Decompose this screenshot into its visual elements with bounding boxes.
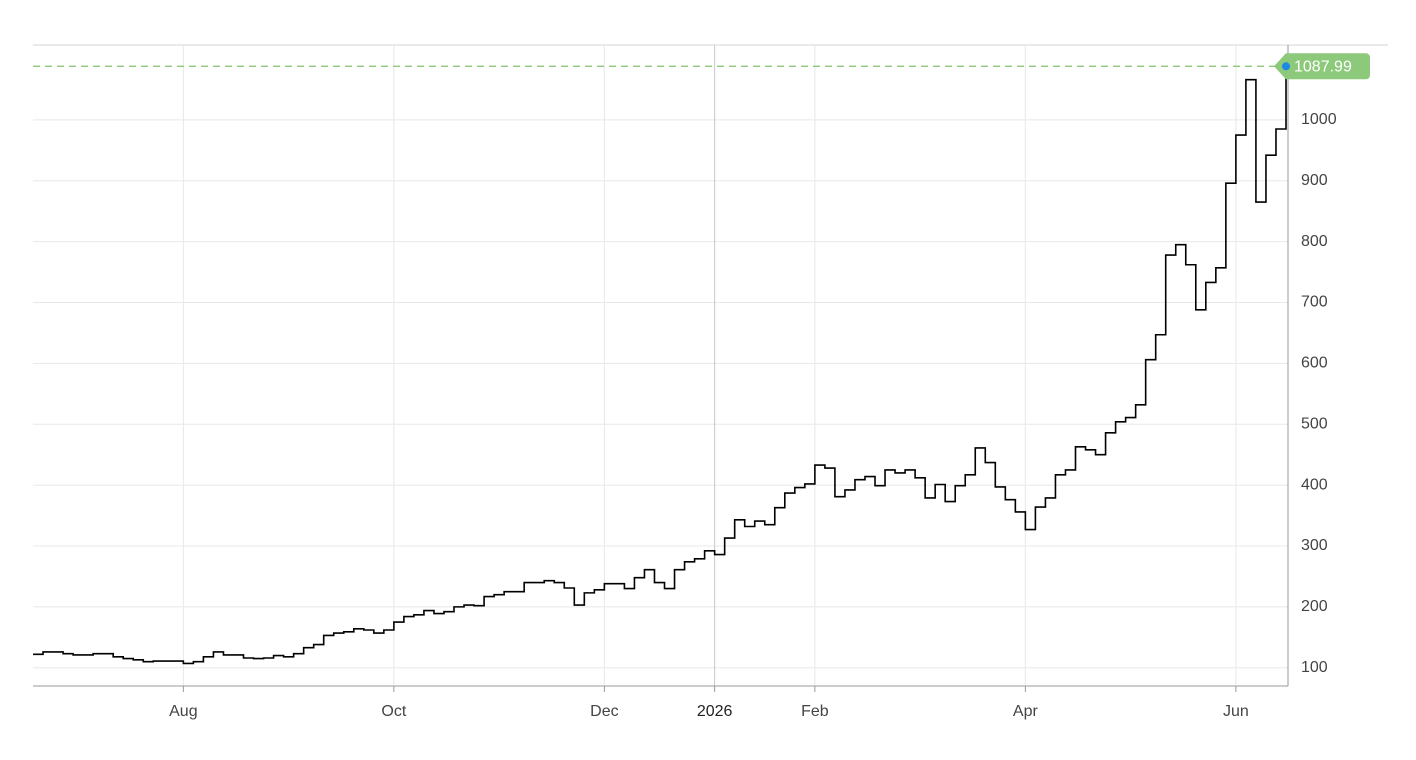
x-tick-label: Jun: [1223, 703, 1249, 720]
y-tick-label: 900: [1301, 172, 1328, 189]
x-tick-label: Aug: [169, 703, 197, 720]
y-tick-label: 700: [1301, 294, 1328, 311]
x-tick-label: Apr: [1013, 703, 1039, 720]
last-value-label: 1087.99: [1294, 59, 1352, 76]
y-tick-label: 800: [1301, 233, 1328, 250]
y-tick-label: 200: [1301, 598, 1328, 615]
price-line: [33, 66, 1287, 665]
x-tick-label: Dec: [590, 703, 618, 720]
x-tick-label: Oct: [381, 703, 406, 720]
last-value-dot: [1282, 62, 1290, 71]
y-tick-label: 500: [1301, 415, 1328, 432]
x-tick-label: 2026: [697, 703, 733, 720]
y-tick-label: 400: [1301, 476, 1328, 493]
y-tick-label: 600: [1301, 355, 1328, 372]
y-tick-label: 1000: [1301, 111, 1337, 128]
x-tick-label: Feb: [801, 703, 829, 720]
y-tick-label: 100: [1301, 659, 1328, 676]
last-value-badge: [1274, 53, 1370, 80]
y-tick-label: 300: [1301, 537, 1328, 554]
